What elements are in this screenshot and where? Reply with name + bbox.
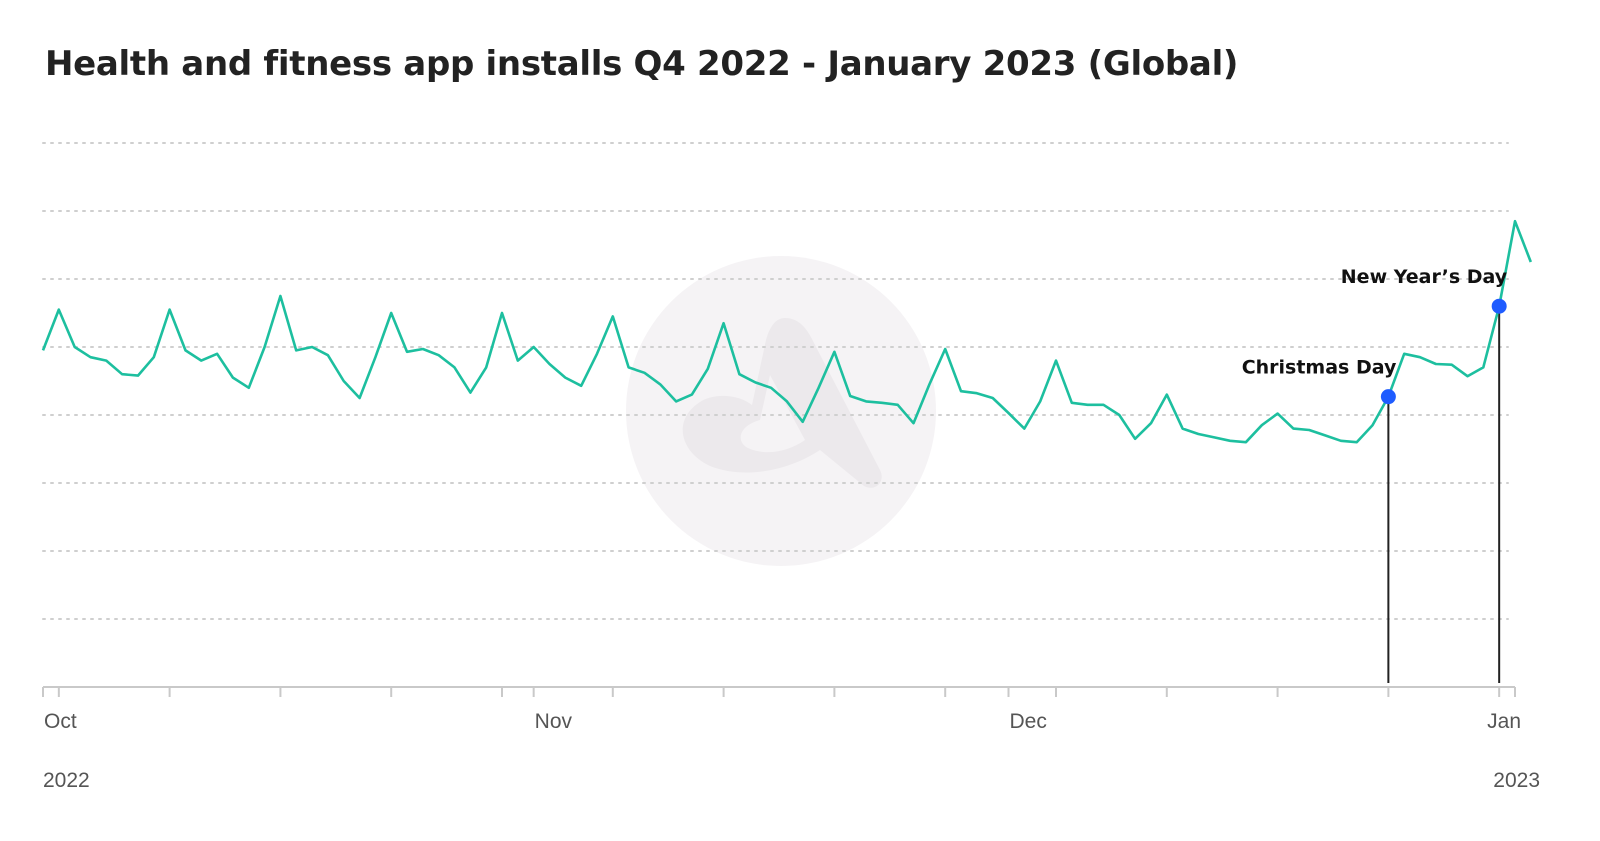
- annotation-marker: [1380, 389, 1396, 405]
- annotation-label: Christmas Day: [1242, 357, 1397, 379]
- x-tick-label: Oct: [44, 710, 77, 733]
- chart-title: Health and fitness app installs Q4 2022 …: [45, 44, 1239, 84]
- annotation-marker: [1491, 298, 1507, 314]
- x-tick-label: Jan: [1487, 710, 1521, 733]
- axis-labels: Oct 2022 Nov Dec Jan 2023: [43, 710, 1540, 792]
- series-line: [41, 219, 1533, 444]
- x-year-label: 2023: [1493, 769, 1540, 792]
- annotation-lines: [1387, 306, 1501, 683]
- annotation-label: New Year’s Day: [1341, 266, 1508, 288]
- x-tick-label: Dec: [1010, 710, 1047, 733]
- x-year-label: 2022: [43, 769, 90, 792]
- x-tick-label: Nov: [535, 710, 573, 733]
- app-logo-icon: [626, 256, 936, 566]
- x-axis: [42, 686, 1516, 697]
- annotation-markers: Christmas Day New Year’s Day: [1242, 266, 1508, 405]
